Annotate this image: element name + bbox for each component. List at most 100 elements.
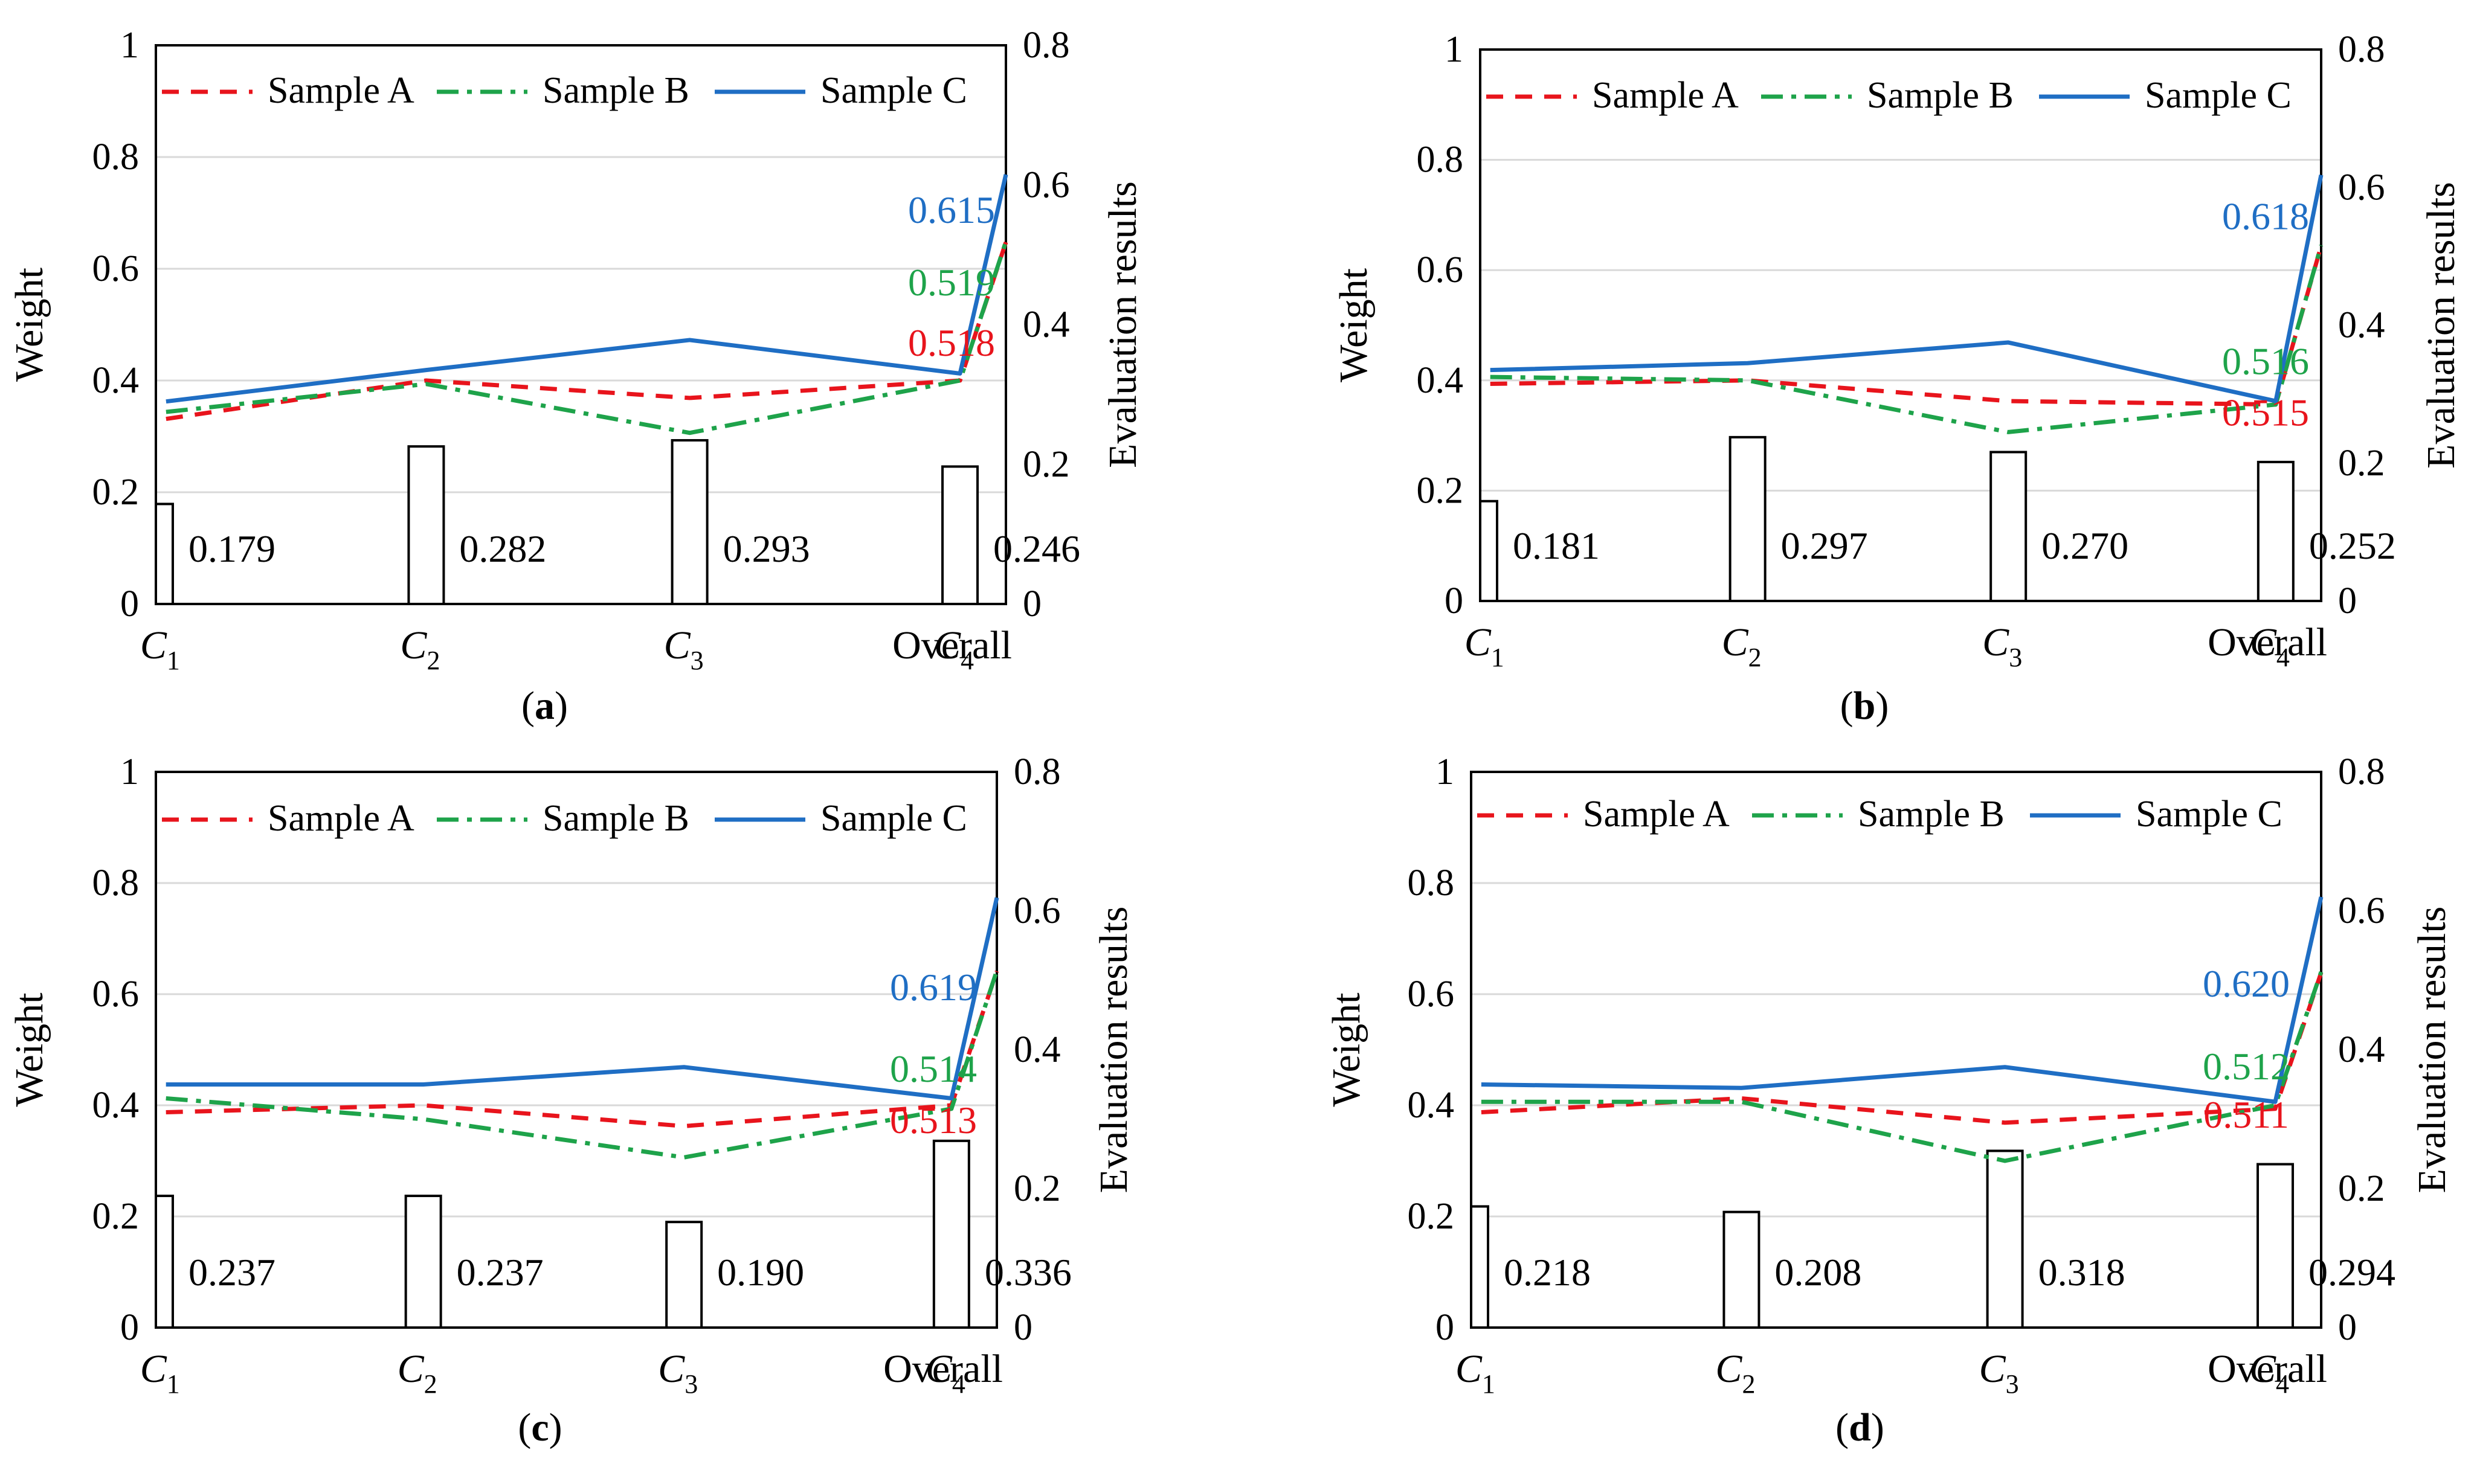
weight-bar-label: 0.252 (2309, 524, 2396, 567)
x-category-base: C (140, 1347, 167, 1391)
end-value-label-c: 0.618 (2222, 195, 2309, 238)
y2-axis-title: Evaluation results (2410, 907, 2454, 1193)
panel-letter: (d) (1835, 1405, 1884, 1450)
series-line-c (166, 174, 1008, 404)
legend-label-c: Sample C (2136, 794, 2282, 835)
y2-tick-label: 0.2 (1014, 1168, 1061, 1209)
legend-label-c: Sample C (820, 70, 967, 111)
y2-tick-label: 0 (1014, 1307, 1032, 1348)
legend-label-b: Sample B (543, 798, 689, 839)
weight-bar (665, 1221, 703, 1329)
x-category-subscript: 4 (2276, 643, 2290, 672)
x-category-label: C4 (2250, 620, 2290, 672)
weight-bar (1479, 499, 1498, 603)
panel-letter-char: a (535, 684, 555, 728)
y-tick-label: 0.6 (92, 974, 140, 1015)
weight-bar-label: 0.297 (1781, 524, 1868, 567)
x-category-label: C2 (1715, 1347, 1755, 1399)
x-category-subscript: 2 (424, 1369, 437, 1399)
weight-bar-label: 0.336 (985, 1251, 1072, 1294)
x-category-label: C2 (398, 1347, 437, 1399)
x-category-base: C (1455, 1347, 1483, 1391)
weight-bar-label: 0.190 (717, 1251, 804, 1294)
weight-bar (155, 1194, 174, 1329)
x-category-label: C3 (1982, 620, 2022, 672)
x-category-base: C (664, 623, 691, 667)
y2-tick-label: 0.2 (1023, 444, 1070, 485)
end-value-label-a: 0.511 (2203, 1093, 2289, 1136)
y-tick-label: 0.4 (92, 360, 140, 401)
y2-tick-label: 0.8 (2338, 751, 2385, 792)
end-value-label-a: 0.518 (908, 321, 995, 364)
panel-letter: (c) (518, 1405, 562, 1450)
y-tick-label: 0.8 (1417, 140, 1464, 181)
weight-bar (1470, 1205, 1489, 1329)
y2-tick-label: 0.4 (2338, 305, 2385, 346)
x-category-label: Overall (892, 623, 1012, 667)
end-value-label-b: 0.514 (890, 1047, 977, 1090)
weight-bar-label: 0.218 (1504, 1251, 1591, 1294)
weight-bar-label: 0.293 (723, 527, 810, 570)
series-line-c (1481, 896, 2324, 1104)
weight-bar (1728, 435, 1767, 602)
y2-tick-label: 0 (2338, 1307, 2357, 1348)
weight-bar (671, 438, 709, 605)
weight-bar (2257, 460, 2295, 603)
legend-label-b: Sample B (543, 70, 689, 111)
panel-letter: (b) (1840, 684, 1889, 728)
y2-tick-label: 0.6 (2338, 167, 2385, 208)
y-axis-title: Weight (7, 268, 51, 382)
y2-tick-label: 0.4 (1023, 304, 1070, 345)
x-category-label: C1 (1455, 1347, 1495, 1399)
y-tick-label: 0.8 (92, 862, 140, 904)
weight-bar-label: 0.237 (188, 1251, 275, 1294)
end-value-label-b: 0.516 (2222, 340, 2309, 383)
panel-letter-char: b (1854, 684, 1876, 728)
x-category-base: C (934, 623, 961, 667)
legend-label-b: Sample B (1858, 794, 2005, 835)
y2-tick-label: 0.2 (2338, 1168, 2385, 1209)
y-tick-label: 0.2 (1408, 1196, 1455, 1237)
x-category-label: C2 (400, 623, 440, 675)
panel-letter-paren: ) (1871, 1405, 1884, 1450)
series-line-b (1490, 245, 2324, 434)
x-category-label: C1 (140, 623, 180, 675)
weight-bar-label: 0.282 (459, 527, 546, 570)
y-tick-label: 0.6 (92, 248, 140, 289)
end-value-label-c: 0.619 (890, 966, 977, 1009)
panel-letter-paren: ) (549, 1405, 562, 1450)
x-category-base: C (140, 623, 167, 667)
y-tick-label: 1 (120, 751, 139, 792)
weight-bar-label: 0.179 (188, 527, 275, 570)
x-category-subscript: 1 (167, 646, 180, 675)
y2-tick-label: 0 (2338, 580, 2357, 622)
x-category-subscript: 2 (427, 646, 440, 675)
end-value-label-a: 0.515 (2222, 391, 2309, 434)
y-tick-label: 0.2 (92, 472, 140, 513)
y2-tick-label: 0.2 (2338, 443, 2385, 484)
series-line-b (166, 240, 1008, 435)
series-line-c (166, 897, 999, 1100)
x-category-subscript: 4 (961, 646, 974, 675)
end-value-label-b: 0.512 (2203, 1045, 2290, 1088)
y2-tick-label: 0.6 (1014, 890, 1061, 931)
series-line-b (166, 969, 999, 1160)
y-tick-label: 1 (1435, 751, 1454, 792)
weight-bar-label: 0.270 (2041, 524, 2128, 567)
x-category-base: C (658, 1347, 685, 1391)
y-tick-label: 0.8 (92, 137, 140, 178)
legend-label-a: Sample A (268, 798, 414, 839)
x-category-label: C3 (1979, 1347, 2019, 1399)
y2-axis-title: Evaluation results (2419, 182, 2463, 469)
x-category-subscript: 3 (2006, 1369, 2019, 1399)
y2-tick-label: 0.4 (2338, 1029, 2385, 1070)
weight-bar-label: 0.246 (993, 527, 1080, 570)
series-line-b (1481, 971, 2324, 1163)
series-line-c (1490, 175, 2324, 403)
y-tick-label: 1 (1445, 29, 1463, 70)
legend-label-c: Sample C (2145, 75, 2292, 116)
